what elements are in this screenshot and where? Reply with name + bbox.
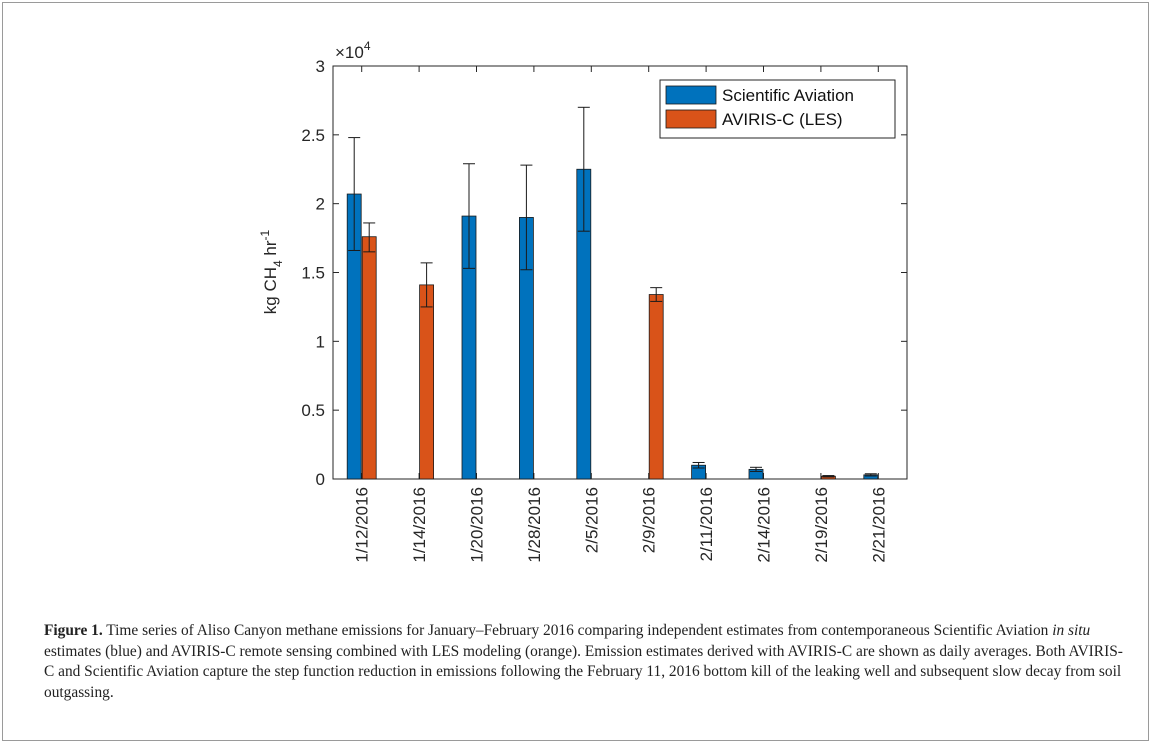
bar-aviris-c bbox=[361, 236, 377, 480]
caption-label: Figure 1. bbox=[44, 622, 103, 639]
y-tick-label: 1.5 bbox=[301, 264, 325, 283]
y-tick-label: 0.5 bbox=[301, 401, 325, 420]
bar-chart: 0 0.5 1 1.5 2 2.5 3 ×104 kg CH4 hr-1 1/12/2016 1/1… bbox=[258, 39, 908, 563]
y-exponent-label: ×104 bbox=[335, 39, 371, 62]
figure-caption: Figure 1. Time series of Aliso Canyon me… bbox=[44, 621, 1124, 703]
caption-text-1: Time series of Aliso Canyon methane emis… bbox=[102, 622, 1053, 639]
x-tick-label: 2/21/2016 bbox=[869, 487, 888, 563]
x-tick-label: 2/5/2016 bbox=[582, 487, 601, 553]
caption-text-2: estimates (blue) and AVIRIS-C remote sen… bbox=[44, 642, 1123, 701]
y-tick-label: 0 bbox=[316, 470, 325, 489]
x-tick-label: 1/28/2016 bbox=[525, 487, 544, 563]
caption-italic: in situ bbox=[1052, 622, 1091, 639]
y-tick-label: 2 bbox=[316, 195, 325, 214]
bar-aviris-c bbox=[419, 284, 435, 480]
x-tick-label: 2/11/2016 bbox=[697, 487, 716, 561]
y-tick-label: 3 bbox=[316, 57, 325, 76]
bar-aviris-c bbox=[648, 294, 664, 480]
legend-label: AVIRIS-C (LES) bbox=[722, 110, 843, 129]
x-tick-label: 1/12/2016 bbox=[353, 487, 372, 563]
x-tick-label: 2/9/2016 bbox=[640, 487, 659, 553]
x-tick-label: 1/20/2016 bbox=[468, 487, 487, 563]
legend-label: Scientific Aviation bbox=[722, 86, 854, 105]
x-tick-label: 1/14/2016 bbox=[410, 487, 429, 563]
legend-swatch bbox=[665, 85, 717, 105]
x-tick-label: 2/19/2016 bbox=[812, 487, 831, 563]
legend-swatch bbox=[665, 109, 717, 129]
y-tick-label: 1 bbox=[316, 332, 325, 351]
x-tick-label: 2/14/2016 bbox=[755, 487, 774, 563]
y-axis-label: kg CH4 hr-1 bbox=[258, 229, 285, 314]
y-tick-label: 2.5 bbox=[301, 126, 325, 145]
